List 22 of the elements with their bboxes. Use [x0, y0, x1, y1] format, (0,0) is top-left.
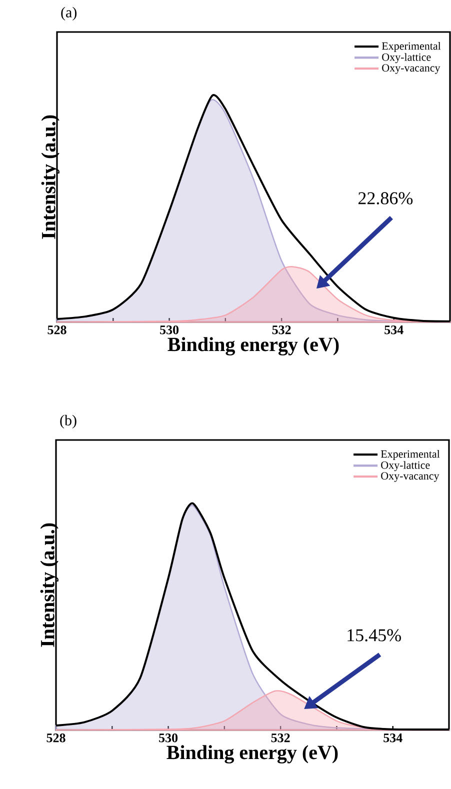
legend-label: Experimental: [382, 42, 441, 52]
annotation: 15.45%: [348, 629, 401, 642]
x-tick-label: 528: [48, 326, 66, 334]
legend-label: Oxy-vacancy: [382, 64, 440, 74]
legend-label: Oxy-lattice: [381, 461, 430, 472]
x-tick-label: 532: [271, 734, 290, 742]
legend-label: Oxy-vacancy: [381, 472, 440, 482]
y-axis-title: Intensity (a.u.): [41, 115, 60, 239]
chart-title: (b): [60, 414, 76, 428]
x-tick-label: 532: [272, 326, 291, 334]
legend-label: Oxy-lattice: [382, 53, 431, 64]
x-tick-label: 528: [46, 734, 66, 742]
x-tick-label: 530: [160, 326, 179, 334]
x-tick-label: 534: [384, 734, 402, 742]
chart-title: (a): [61, 6, 77, 20]
x-tick-label: 530: [159, 734, 178, 742]
legend-label: Experimental: [380, 450, 440, 460]
x-axis-title: Binding energy (eV): [168, 337, 339, 356]
x-tick-label: 534: [384, 326, 404, 334]
annotation: 22.86%: [358, 192, 413, 204]
x-axis-title: Binding energy (eV): [166, 745, 338, 764]
y-axis-title: Intensity (a.u.): [40, 523, 58, 647]
